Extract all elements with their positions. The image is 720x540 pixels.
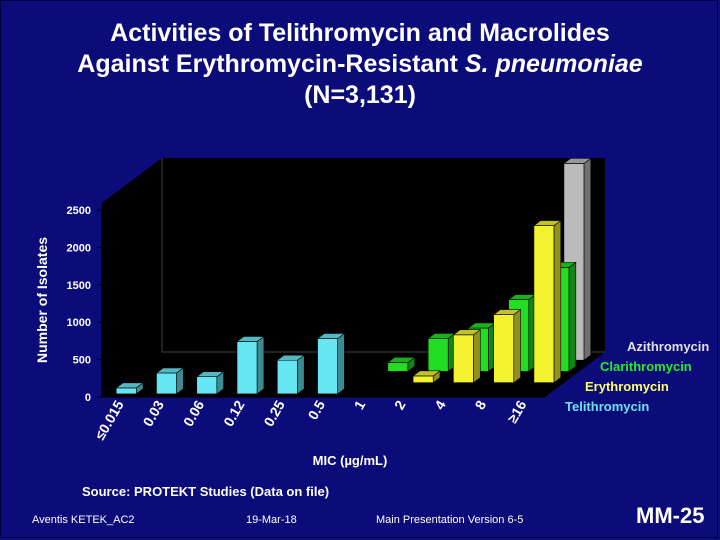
bar-side-face [337, 332, 345, 395]
y-tick-label-2: 1000 [67, 317, 91, 329]
x-tick-label-4: 0.25 [260, 397, 288, 429]
bar-top-face [316, 333, 346, 339]
bar-front-face [533, 225, 555, 383]
x-tick-label-2: 0.06 [180, 397, 208, 429]
bar-side-face [513, 308, 521, 384]
bar-telithromycin-2 [195, 371, 225, 395]
y-tick-label-3: 1500 [67, 280, 91, 292]
bar-front-face [317, 338, 338, 395]
bar-side-face [553, 219, 562, 384]
legend-item-erythromycin: Erythromycin [585, 379, 669, 394]
title-line-1: Activities of Telithromycin and Macrolid… [110, 19, 610, 47]
chart-side-wall [102, 158, 162, 397]
title-line-2-text: Against Erythromycin-Resistant [77, 50, 465, 78]
x-tick-label-0: ≤0.015 [92, 397, 127, 442]
bar-front-face [493, 314, 515, 383]
x-axis-title: MIC (µg/mL) [313, 453, 388, 468]
bar-top-face [412, 370, 441, 377]
x-tick-label-6: 1 [351, 397, 369, 412]
x-tick-label-9: 8 [471, 397, 489, 412]
legend-item-telithromycin: Telithromycin [565, 399, 650, 414]
chart-back-wall-panel [162, 158, 605, 352]
bar-front-face [196, 376, 218, 395]
x-tick-label-8: 4 [431, 397, 449, 412]
bar-front-face [453, 334, 474, 383]
slide-number: MM-25 [636, 503, 705, 528]
bar-top-face [533, 220, 562, 226]
bar-side-face [583, 157, 592, 361]
bar-telithromycin-1 [155, 367, 185, 395]
y-tick-label-5: 2500 [67, 205, 91, 217]
bar-erythromycin-10 [533, 219, 562, 384]
bar-front-face [276, 359, 298, 395]
source-note: Source: PROTEKT Studies (Data on file) [82, 484, 330, 499]
bar-front-face [115, 387, 137, 395]
bar-top-face [195, 371, 225, 378]
bar-top-face [452, 329, 482, 336]
bar-front-face [236, 341, 258, 395]
chart-bars [115, 157, 592, 395]
x-tick-label-7: 2 [391, 397, 409, 412]
y-tick-label-0: 0 [85, 392, 91, 404]
bar-clarithromycin-6 [386, 356, 416, 373]
bar-erythromycin-7 [412, 370, 441, 384]
title-line-3: (N=3,131) [304, 81, 416, 109]
bar-telithromycin-3 [236, 335, 265, 395]
chart-axes [97, 209, 545, 398]
bar-telithromycin-0 [115, 382, 144, 395]
bar-telithromycin-4 [276, 354, 306, 395]
bar-erythromycin-9 [492, 308, 522, 384]
bar-top-face [563, 158, 592, 164]
x-tick-label-5: 0.5 [305, 397, 329, 422]
legend-item-clarithromycin: Clarithromycin [600, 359, 692, 374]
title-organism: S. pneumoniae [464, 50, 643, 78]
footer-date: 19-Mar-18 [246, 514, 297, 526]
bar-side-face [256, 335, 265, 395]
footer-version: Main Presentation Version 6-5 [376, 514, 524, 526]
bar-front-face [412, 375, 434, 383]
slide-title: Activities of Telithromycin and Macrolid… [0, 18, 720, 111]
bar-top-face [155, 367, 185, 374]
x-tick-label-3: 0.12 [220, 397, 248, 429]
y-tick-label-1: 500 [73, 355, 91, 367]
bar-top-face [236, 336, 265, 342]
bar-erythromycin-8 [452, 329, 482, 384]
title-line-2: Against Erythromycin-Resistant S. pneumo… [0, 49, 720, 80]
bar-side-face [297, 354, 305, 395]
bar-telithromycin-5 [316, 332, 346, 395]
footer-left: Aventis KETEK_AC2 [32, 514, 135, 526]
bar-front-face [387, 362, 409, 372]
x-tick-label-1: 0.03 [140, 397, 168, 429]
bar-clarithromycin-7 [427, 332, 456, 373]
y-axis-title: Number of Isolates [34, 237, 50, 363]
bar-side-face [568, 261, 577, 373]
bar-top-face [115, 382, 144, 389]
x-tick-label-10: ≥16 [504, 397, 530, 425]
bar-top-face [386, 357, 416, 363]
bar-top-face [276, 354, 306, 361]
bar-top-face [492, 309, 522, 315]
bar-side-face [473, 329, 481, 384]
bar-front-face [156, 372, 177, 395]
y-tick-label-4: 2000 [67, 242, 91, 254]
legend-item-azithromycin: Azithromycin [627, 339, 710, 354]
bar-front-face [427, 338, 449, 372]
